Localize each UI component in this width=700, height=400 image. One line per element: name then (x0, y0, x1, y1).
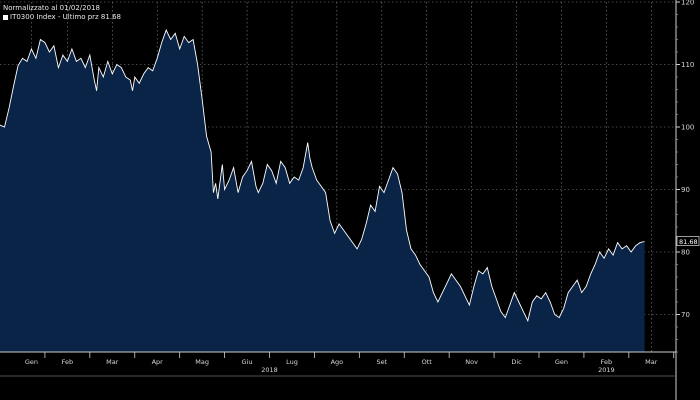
x-year-label: 2018 (261, 366, 278, 374)
last-value-marker: 81.68 (676, 236, 700, 246)
x-month-label: Gen (555, 358, 568, 366)
x-month-label: Ago (331, 358, 344, 366)
y-tick-label: 80 (681, 249, 690, 257)
x-month-label: Feb (601, 358, 613, 366)
x-month-label: Mar (645, 358, 658, 366)
x-month-label: Nov (465, 358, 478, 366)
legend-title: Normalizzato al 01/02/2018 (3, 4, 100, 12)
x-year-label: 2019 (598, 366, 615, 374)
legend-swatch-icon (3, 15, 8, 20)
x-month-label: Feb (62, 358, 74, 366)
x-month-label: Giu (242, 358, 253, 366)
legend-series: IT0300 Index - Ultimo prz 81.68 (3, 13, 121, 22)
series-area (0, 30, 645, 352)
x-month-label: Dic (511, 358, 522, 366)
last-value-label: 81.68 (679, 238, 698, 246)
y-tick-label: 120 (681, 0, 694, 7)
x-month-label: Lug (286, 358, 298, 366)
last-value-box (676, 236, 700, 246)
x-month-label: Set (376, 358, 387, 366)
series-line (0, 28, 645, 323)
x-month-label: Apr (152, 358, 164, 366)
axes (0, 0, 680, 400)
x-month-label: Gen (25, 358, 38, 366)
x-month-label: Mag (195, 358, 209, 366)
axis-labels: 70 80 90 100 110 120 Gen Feb Mar Apr Mag Giu Lug Ago S… (25, 0, 700, 374)
x-month-label: Ott (422, 358, 433, 366)
y-tick-label: 70 (681, 311, 690, 319)
y-tick-label: 100 (681, 124, 694, 132)
y-tick-label: 90 (681, 186, 690, 194)
x-month-label: Mar (106, 358, 119, 366)
y-tick-label: 110 (681, 61, 694, 69)
legend-series-label: IT0300 Index - Ultimo prz 81.68 (10, 13, 121, 21)
chart-legend: Normalizzato al 01/02/2018 IT0300 Index … (3, 4, 121, 22)
